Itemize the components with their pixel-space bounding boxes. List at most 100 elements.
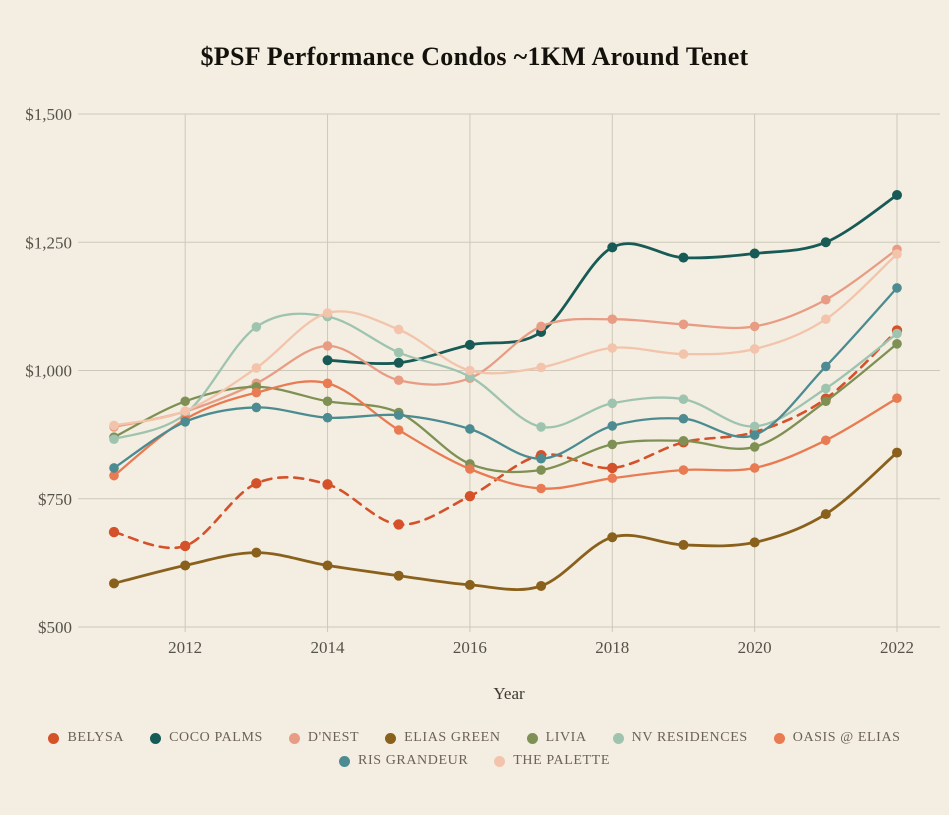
legend-label: NV RESIDENCES	[631, 730, 748, 745]
legend-label: OASIS @ ELIAS	[792, 730, 901, 745]
data-point	[464, 579, 475, 590]
data-point	[536, 580, 547, 591]
chart-series	[108, 190, 903, 592]
legend-label: BELYSA	[67, 730, 125, 745]
data-point	[536, 453, 546, 464]
data-point	[892, 393, 902, 404]
legend-row: RIS GRANDEUR THE PALETTE	[339, 753, 610, 769]
data-point	[109, 470, 119, 481]
data-point	[322, 412, 333, 423]
y-tick-label: $750	[38, 490, 72, 509]
data-point	[749, 463, 760, 473]
data-point	[180, 406, 190, 416]
data-point	[251, 322, 262, 332]
legend-item-oasis-elias: OASIS @ ELIAS	[773, 730, 901, 746]
data-point	[820, 237, 831, 248]
data-point	[251, 547, 262, 558]
series-elias-green	[109, 447, 902, 592]
legend-label: D'NEST	[307, 730, 360, 745]
data-point	[464, 339, 475, 350]
data-point	[465, 464, 475, 474]
data-point	[749, 430, 760, 440]
data-point	[678, 413, 689, 424]
series-ris-grandeur	[109, 283, 902, 473]
data-point	[108, 526, 120, 538]
data-point	[820, 509, 831, 520]
data-point	[393, 425, 404, 435]
data-point	[251, 387, 262, 398]
data-point	[749, 442, 760, 452]
series-nv-residences	[109, 311, 902, 445]
data-point	[322, 378, 333, 389]
data-point	[393, 357, 404, 368]
data-point	[607, 421, 618, 431]
legend-row: BELYSA COCO PALMS D'NEST ELIAS GREEN LIVIA NV…	[48, 730, 900, 746]
legend-item-livia: LIVIA	[526, 730, 587, 746]
data-point	[678, 465, 689, 475]
data-point	[251, 478, 262, 489]
legend-dot-icon	[773, 732, 785, 744]
data-point	[393, 347, 404, 358]
data-point	[892, 249, 902, 259]
data-point	[749, 421, 760, 432]
data-point	[393, 570, 404, 581]
legend-dot-icon	[494, 755, 506, 767]
legend-dot-icon	[288, 732, 300, 744]
y-tick-label: $1,250	[25, 233, 72, 252]
legend-label: LIVIA	[545, 730, 587, 745]
legend-dot-icon	[526, 732, 538, 744]
data-point	[251, 402, 262, 413]
data-point	[393, 324, 404, 335]
data-point	[607, 439, 618, 450]
data-point	[464, 490, 476, 502]
legend-item-coco-palms: COCO PALMS	[150, 730, 263, 746]
y-tick-label: $500	[38, 618, 72, 637]
x-tick-label: 2014	[311, 638, 346, 657]
legend-label: RIS GRANDEUR	[358, 753, 469, 768]
legend-item-belysa: BELYSA	[48, 730, 124, 746]
legend-item-elias-green: ELIAS GREEN	[385, 730, 500, 746]
x-tick-label: 2018	[595, 638, 629, 657]
data-point	[892, 328, 902, 339]
data-point	[109, 420, 119, 431]
legend-dot-icon	[150, 732, 162, 744]
legend-label: THE PALETTE	[513, 753, 610, 768]
legend-label: ELIAS GREEN	[404, 730, 501, 745]
data-point	[821, 314, 831, 325]
data-point	[393, 410, 404, 420]
series-livia	[109, 339, 902, 475]
data-point	[607, 343, 618, 353]
data-point	[892, 190, 902, 201]
data-point	[322, 341, 333, 351]
data-point	[749, 537, 760, 548]
series-the-palette	[109, 249, 902, 431]
x-tick-label: 2022	[880, 638, 914, 657]
data-point	[322, 560, 333, 571]
data-point	[536, 362, 546, 373]
chart-legend: BELYSA COCO PALMS D'NEST ELIAS GREEN LIVIA NV…	[0, 730, 949, 769]
legend-item-the-palette: THE PALETTE	[494, 753, 610, 769]
data-point	[749, 344, 760, 354]
data-point	[821, 294, 831, 305]
data-point	[109, 434, 119, 445]
data-point	[109, 578, 119, 589]
x-tick-label: 2016	[453, 638, 487, 657]
data-point	[180, 417, 190, 427]
data-point	[749, 321, 760, 332]
legend-label: COCO PALMS	[169, 730, 263, 745]
data-point	[465, 365, 475, 376]
data-point	[536, 422, 546, 432]
data-point	[251, 363, 262, 373]
legend-dot-icon	[48, 732, 60, 744]
data-point	[678, 435, 689, 446]
data-point	[678, 394, 689, 405]
data-point	[109, 463, 119, 473]
data-point	[749, 248, 760, 259]
data-point	[821, 383, 831, 394]
data-point	[678, 349, 689, 359]
legend-dot-icon	[385, 732, 397, 744]
x-tick-label: 2020	[738, 638, 772, 657]
data-point	[678, 319, 689, 330]
x-axis-title: Year	[493, 684, 525, 703]
data-point	[678, 539, 689, 550]
